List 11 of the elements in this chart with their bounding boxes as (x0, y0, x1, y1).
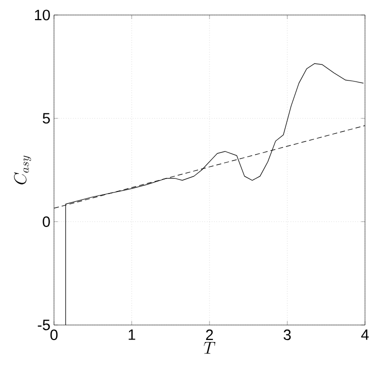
x-tick-label: 0 (50, 330, 58, 340)
y-axis-title: $C_{asy}$ (14, 156, 32, 184)
y-tick-label: -5 (38, 320, 50, 330)
x-tick-label: 1 (128, 330, 136, 340)
x-tick-label: 2 (206, 330, 213, 340)
x-axis-title: $T$ (204, 342, 216, 354)
y-tick-label: 10 (35, 10, 50, 20)
x-tick-label: 3 (284, 330, 291, 340)
x-tick-label: 4 (361, 330, 369, 340)
y-tick-label: 5 (42, 113, 50, 124)
y-tick-label: 0 (42, 216, 50, 227)
